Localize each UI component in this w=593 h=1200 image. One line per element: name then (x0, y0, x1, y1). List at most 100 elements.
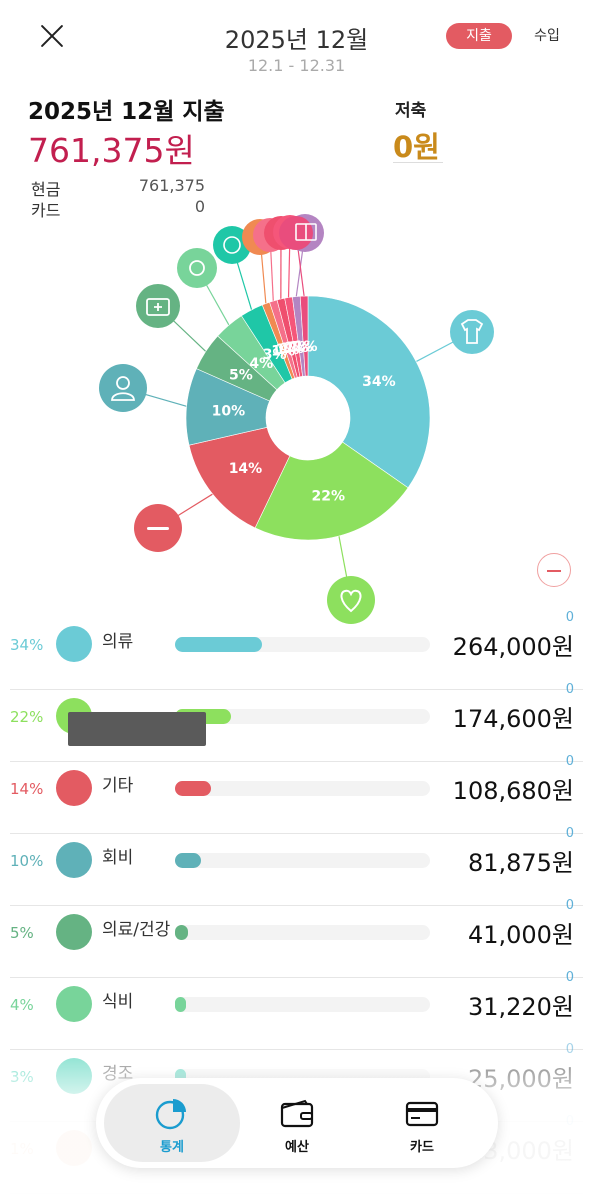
person-icon (56, 842, 92, 878)
tab-expense[interactable]: 지출 (446, 23, 512, 49)
month-title[interactable]: 2025년 12월 (224, 26, 369, 54)
person-icon-glyph (111, 392, 135, 401)
row-progress-fill (175, 853, 201, 868)
nav-card-label: 카드 (410, 1140, 434, 1155)
pie-slice-label: 22% (312, 488, 346, 504)
heart-icon-glyph (340, 589, 362, 613)
month-range: 12.1 - 12.31 (247, 56, 346, 75)
shirt-icon-glyph (460, 319, 484, 344)
credit-card-icon (405, 1101, 439, 1127)
row-category-label: 식비 (102, 992, 134, 1012)
row-divider (10, 905, 583, 906)
row-amount: 108,680원 (452, 777, 574, 805)
row-divider (10, 977, 583, 978)
person-icon[interactable] (99, 364, 147, 412)
redaction-bar (68, 712, 206, 746)
pie-slice-label: 1% (285, 340, 309, 356)
row-progress-track (175, 709, 430, 724)
dining-icon (56, 986, 92, 1022)
row-progress-fill (175, 781, 211, 796)
pie-slice-label: 4% (249, 356, 273, 372)
category-row[interactable]: 0 22% 174,600원 (0, 682, 593, 762)
card-label: 카드 (31, 201, 61, 220)
summary-title: 2025년 12월 지출 (28, 99, 225, 125)
nav-budget-label: 예산 (285, 1140, 309, 1155)
category-row[interactable]: 0 10% 회비 81,875원 (0, 826, 593, 906)
row-amount: 81,875원 (467, 849, 574, 877)
saving-label: 저축 (395, 101, 427, 121)
pie-slice-label: 1% (276, 342, 300, 358)
row-divider (10, 689, 583, 690)
pie-slice-label: 10% (212, 403, 246, 419)
bottom-nav: 통계 예산 카드 (96, 1078, 498, 1168)
row-zero-value: 0 (565, 898, 574, 913)
row-category-label: 의류 (102, 632, 134, 652)
row-category-label: 회비 (102, 848, 134, 868)
row-zero-value: 0 (565, 970, 574, 985)
wallet-icon (280, 1099, 314, 1128)
pie-slice-label: 1% (271, 343, 295, 359)
row-progress-fill (175, 997, 187, 1012)
pie-slice-label: 3% (263, 347, 287, 363)
dining-icon-glyph (189, 260, 205, 276)
row-zero-value: 0 (565, 682, 574, 697)
row-amount: 264,000원 (452, 633, 574, 661)
row-progress-fill (175, 925, 188, 940)
donut-hole (266, 376, 350, 460)
donut-chart: 34%22%14%10%5%4%3%1%1%1%1%1%1% (99, 214, 494, 624)
row-amount: 31,220원 (467, 993, 574, 1021)
row-zero-value: 0 (565, 610, 574, 625)
person-icon-glyph (116, 376, 130, 390)
row-progress-fill (175, 637, 262, 652)
row-percent: 10% (10, 852, 44, 870)
row-percent: 34% (10, 636, 44, 654)
row-percent: 22% (10, 708, 44, 726)
category-row[interactable]: 0 34% 의류 264,000원 (0, 610, 593, 690)
minus-icon (56, 770, 92, 806)
row-percent: 14% (10, 780, 44, 798)
pie-slice-label: 1% (294, 339, 318, 355)
saving-amount: 0원 (393, 130, 440, 164)
row-category-label: 기타 (102, 776, 134, 796)
row-amount: 41,000원 (467, 921, 574, 949)
category-row[interactable]: 0 5% 의료/건강 41,000원 (0, 898, 593, 978)
medical-kit-icon-glyph (146, 298, 170, 316)
nav-budget[interactable]: 예산 (229, 1084, 365, 1162)
globe-icon[interactable] (213, 226, 251, 264)
row-divider (10, 761, 583, 762)
shirt-icon (56, 626, 92, 662)
saving-underline (393, 162, 443, 163)
pie-slice-경조사[interactable] (254, 441, 409, 541)
nav-stats-label: 통계 (160, 1140, 184, 1155)
medical-kit-icon-glyph (154, 303, 162, 311)
nav-card[interactable]: 카드 (354, 1084, 490, 1162)
category-row[interactable]: 0 4% 식비 31,220원 (0, 970, 593, 1050)
pie-slice-label: 34% (362, 374, 396, 390)
nav-stats[interactable]: 통계 (104, 1084, 240, 1162)
globe-icon-glyph (223, 236, 241, 254)
pie-chart-icon (155, 1099, 186, 1130)
pie-slice-label: 5% (229, 367, 253, 383)
cash-label: 현금 (31, 180, 61, 199)
row-zero-value: 0 (565, 826, 574, 841)
row-progress-track (175, 781, 430, 796)
collapse-chart-button[interactable] (537, 553, 571, 587)
row-progress-track (175, 853, 430, 868)
summary-amount: 761,375원 (28, 131, 195, 170)
row-percent: 5% (10, 924, 34, 942)
row-progress-track (175, 925, 430, 940)
cash-value: 761,375 (138, 176, 205, 195)
medical-kit-icon (56, 914, 92, 950)
row-divider (10, 833, 583, 834)
pie-slice-label: 1% (289, 339, 313, 355)
row-progress-track (175, 997, 430, 1012)
heart-icon[interactable] (327, 576, 375, 624)
dining-icon[interactable] (177, 248, 217, 288)
category-row[interactable]: 0 14% 기타 108,680원 (0, 754, 593, 834)
minus-icon-glyph (147, 527, 169, 530)
row-category-label: 의료/건강 (102, 920, 171, 940)
pie-slice-label: 14% (229, 461, 263, 477)
shirt-icon[interactable] (450, 310, 494, 354)
row-zero-value: 0 (565, 754, 574, 769)
tab-income[interactable]: 수입 (534, 28, 560, 44)
